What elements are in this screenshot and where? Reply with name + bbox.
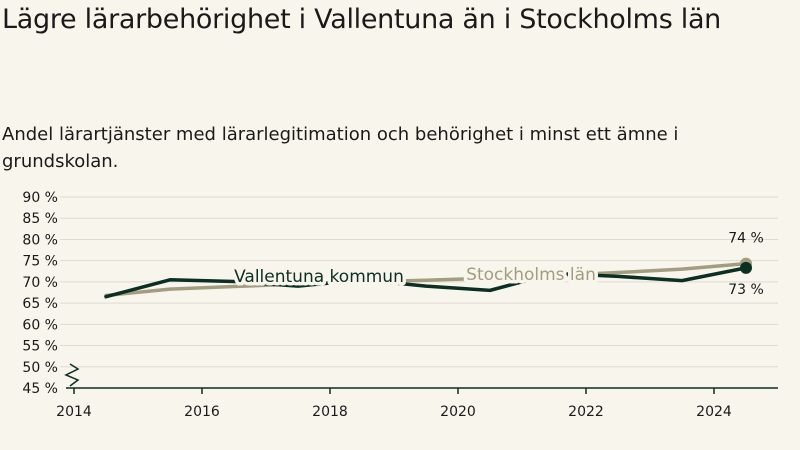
series-name-label: Stockholms län (466, 265, 596, 285)
y-tick-label: 50 % (22, 360, 58, 376)
y-tick-label: 70 % (22, 275, 58, 291)
y-tick-label: 60 % (22, 317, 58, 333)
x-tick-label: 2014 (56, 404, 92, 420)
x-tick-label: 2016 (184, 404, 220, 420)
end-value-label: 73 % (728, 282, 764, 298)
x-tick-label: 2024 (696, 404, 732, 420)
series-end-point (740, 261, 752, 274)
x-tick-label: 2018 (312, 404, 348, 420)
series-line (104, 266, 748, 299)
chart-subtitle: Andel lärartjänster med lärarlegitimatio… (2, 124, 679, 172)
y-tick-label: 55 % (22, 339, 58, 355)
y-tick-label: 45 % (22, 381, 58, 397)
x-tick-label: 2020 (440, 404, 476, 420)
y-tick-label: 90 % (22, 190, 58, 206)
series-labels: 74 % 73 % Vallentuna kommun Stockholms län (231, 231, 764, 298)
x-axis: 2014 2016 2018 2020 2022 2024 (56, 387, 778, 420)
y-tick-label: 85 % (22, 211, 58, 227)
grid-lines (60, 196, 778, 368)
y-tick-label: 80 % (22, 232, 58, 248)
chart-title: Lägre lärarbehörighet i Vallentuna än i … (2, 4, 721, 35)
axis-break-symbol (64, 363, 80, 387)
series-lines (104, 257, 752, 299)
y-axis-ticks: 45 % 50 % 55 % 60 % 65 % 70 % 75 % 80 % 85 % 90 % (22, 190, 58, 397)
axis-break-zigzag (64, 363, 80, 387)
y-tick-label: 75 % (22, 254, 58, 270)
series-name-label: Vallentuna kommun (234, 267, 404, 287)
series-line (104, 261, 748, 298)
y-tick-label: 65 % (22, 296, 58, 312)
end-value-label: 74 % (728, 231, 764, 247)
x-tick-label: 2022 (568, 404, 604, 420)
